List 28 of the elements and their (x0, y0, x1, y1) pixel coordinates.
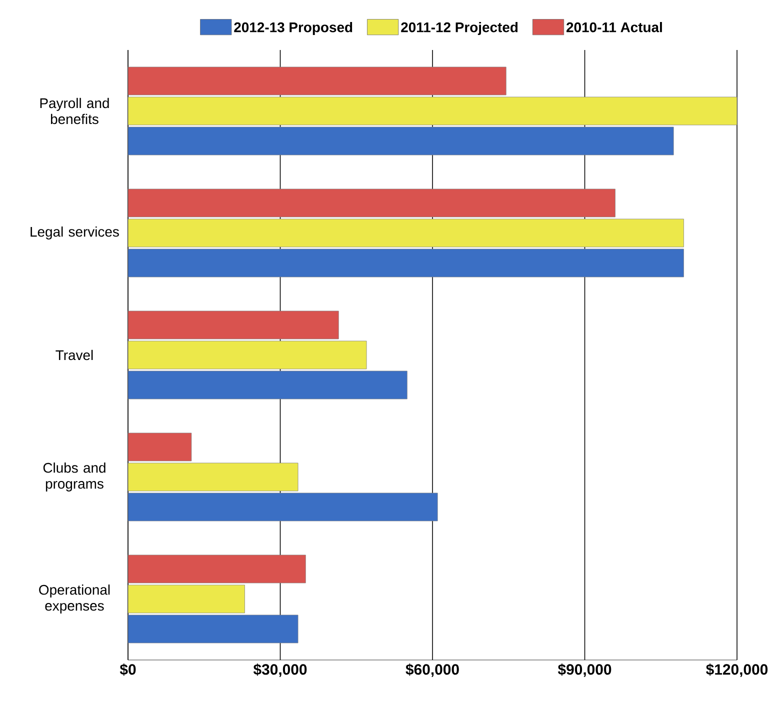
bar (128, 584, 245, 614)
bar (128, 340, 367, 370)
bar (128, 492, 438, 522)
bar (128, 432, 192, 462)
bar (128, 554, 306, 584)
y-tick-label: Operational expenses (39, 584, 110, 614)
x-tick-label: $0 (120, 664, 136, 676)
bar (128, 218, 684, 248)
bar (128, 614, 298, 644)
bar (128, 370, 408, 400)
y-tick-label: Payroll and benefits (40, 98, 109, 124)
legend-label: 2012-13 Proposed (234, 22, 352, 36)
x-tick-label: $120,000 (706, 664, 768, 677)
y-tick-label: Clubs and programs (43, 462, 106, 492)
x-tick-label: $30,000 (253, 664, 307, 677)
bar (128, 126, 674, 156)
bar (128, 310, 339, 340)
bar (128, 188, 616, 218)
legend-label: 2010-11 Actual (566, 22, 662, 32)
y-tick-label: Travel (56, 350, 93, 360)
bar (128, 248, 684, 278)
bar (128, 66, 506, 96)
bar (128, 462, 298, 492)
x-tick-label: $90,000 (558, 664, 612, 677)
y-tick-label: Legal services (30, 226, 119, 240)
x-tick-label: $60,000 (406, 664, 459, 677)
legend-label: 2011-12 Projected (401, 22, 518, 36)
bar (128, 96, 738, 126)
